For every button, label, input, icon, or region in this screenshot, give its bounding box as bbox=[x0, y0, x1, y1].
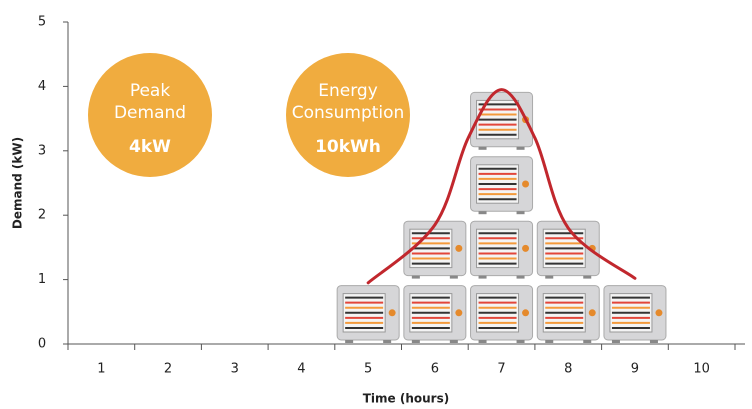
heater-foot bbox=[383, 340, 391, 343]
heater-knob bbox=[655, 309, 662, 316]
heater-foot bbox=[479, 147, 487, 150]
heater-foot bbox=[412, 340, 420, 343]
annotation-value: 4kW bbox=[129, 137, 171, 157]
y-tick-label: 5 bbox=[38, 15, 46, 30]
heater-stack bbox=[537, 221, 599, 343]
chart: Demand (kW) Time (hours) 0 1 2 3 4 5 PeakDeman… bbox=[0, 0, 752, 409]
heater-foot bbox=[345, 340, 353, 343]
heater-knob bbox=[589, 309, 596, 316]
y-tick-label: 1 bbox=[38, 272, 46, 287]
x-tick-label: 8 bbox=[564, 362, 572, 377]
heater-foot bbox=[650, 340, 658, 343]
heater-foot bbox=[517, 340, 525, 343]
heater-foot bbox=[450, 276, 458, 279]
annotation-text: Energy bbox=[318, 81, 378, 101]
annotation-text: Peak bbox=[130, 81, 171, 101]
x-tick-label: 5 bbox=[364, 362, 372, 377]
annotation-value: 10kWh bbox=[315, 137, 381, 157]
heater-foot bbox=[517, 276, 525, 279]
y-tick-label: 3 bbox=[38, 143, 46, 158]
x-tick-label: 1 bbox=[97, 362, 105, 377]
heater-stack bbox=[337, 286, 399, 343]
heater-foot bbox=[545, 340, 553, 343]
heater-knob bbox=[522, 309, 529, 316]
x-tick-label: 10 bbox=[693, 362, 710, 377]
annotation-text: Consumption bbox=[292, 103, 405, 123]
x-tick-label: 6 bbox=[431, 362, 439, 377]
heater-foot bbox=[612, 340, 620, 343]
heater-foot bbox=[479, 276, 487, 279]
heater-foot bbox=[412, 276, 420, 279]
heater-foot bbox=[583, 340, 591, 343]
heater-foot bbox=[479, 340, 487, 343]
heater-foot bbox=[545, 276, 553, 279]
heater-stack bbox=[404, 221, 466, 343]
heater-foot bbox=[450, 340, 458, 343]
x-tick-label: 3 bbox=[231, 362, 239, 377]
y-axis-label: Demand (kW) bbox=[11, 137, 25, 229]
heater-knob bbox=[455, 309, 462, 316]
heater-foot bbox=[583, 276, 591, 279]
heater-knob bbox=[522, 245, 529, 252]
y-tick-label: 2 bbox=[38, 208, 46, 223]
heater-foot bbox=[517, 147, 525, 150]
x-tick-label: 9 bbox=[631, 362, 639, 377]
heater-foot bbox=[479, 211, 487, 214]
x-tick-label: 2 bbox=[164, 362, 172, 377]
heater-foot bbox=[517, 211, 525, 214]
x-tick-label: 4 bbox=[297, 362, 305, 377]
x-axis-label: Time (hours) bbox=[363, 392, 449, 406]
heater-stack bbox=[604, 286, 666, 343]
heater-stack bbox=[471, 92, 533, 343]
heater-knob bbox=[522, 181, 529, 188]
y-tick-label: 4 bbox=[38, 79, 46, 94]
heater-knob bbox=[389, 309, 396, 316]
annotation-text: Demand bbox=[114, 103, 186, 123]
y-tick-label: 0 bbox=[38, 337, 46, 352]
heater-knob bbox=[455, 245, 462, 252]
x-tick-label: 7 bbox=[497, 362, 505, 377]
